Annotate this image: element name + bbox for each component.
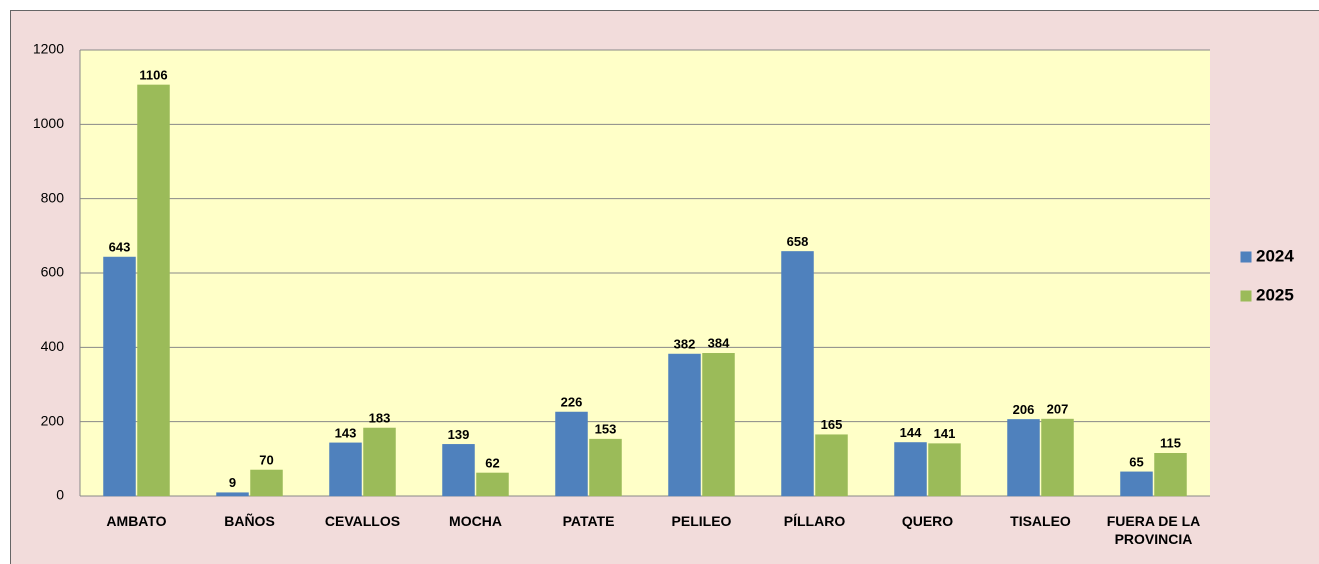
bar	[137, 84, 170, 497]
data-label: 165	[821, 417, 843, 432]
bar	[894, 442, 927, 497]
bar	[250, 469, 283, 497]
data-label: 226	[561, 394, 583, 409]
y-tick-label: 800	[41, 189, 65, 205]
data-label: 70	[259, 452, 273, 467]
data-label: 115	[1160, 436, 1181, 451]
data-label: 153	[595, 422, 617, 437]
bar	[216, 492, 249, 497]
x-tick-label: TISALEO	[1010, 513, 1071, 529]
data-label: 183	[369, 410, 391, 425]
y-tick-label: 200	[41, 412, 65, 428]
bar	[1120, 471, 1153, 497]
y-tick-label: 0	[56, 487, 64, 503]
data-label: 384	[708, 336, 730, 351]
data-label: 65	[1129, 454, 1143, 469]
bar	[555, 411, 588, 497]
data-label: 62	[485, 455, 499, 470]
bar	[103, 256, 136, 497]
data-label: 144	[900, 425, 922, 440]
data-label: 1106	[139, 67, 167, 82]
bar	[329, 442, 362, 497]
x-tick-label: CEVALLOS	[324, 513, 401, 529]
bar	[815, 434, 848, 497]
bar	[668, 353, 701, 497]
bar	[702, 353, 735, 497]
y-tick-label: 600	[41, 264, 65, 280]
data-label: 382	[674, 336, 696, 351]
data-label: 139	[448, 427, 470, 442]
data-label: 206	[1013, 402, 1035, 417]
legend-swatch	[1240, 290, 1252, 302]
data-label: 9	[229, 475, 236, 490]
data-label: 143	[335, 425, 357, 440]
data-label: 658	[787, 234, 809, 249]
data-label: 207	[1047, 402, 1069, 417]
x-tick-label: FUERA DE LA PROVINCIA	[1106, 513, 1201, 547]
x-tick-label: BAÑOS	[224, 513, 275, 529]
bar	[781, 251, 814, 497]
x-tick-label: MOCHA	[449, 513, 502, 529]
x-tick-label: QUERO	[901, 513, 954, 529]
y-tick-label: 400	[41, 338, 65, 354]
bar	[363, 427, 396, 497]
legend-swatch	[1240, 251, 1252, 263]
x-tick-label: PÍLLARO	[783, 513, 846, 529]
legend-label: 2024	[1256, 246, 1294, 265]
legend-label: 2025	[1256, 285, 1294, 304]
data-label: 141	[934, 426, 956, 441]
bar	[1154, 453, 1187, 497]
x-tick-label: AMBATO	[106, 513, 167, 529]
bar	[1041, 418, 1074, 497]
bar	[476, 472, 509, 497]
x-tick-label: PELILEO	[671, 513, 732, 529]
x-tick-label: PATATE	[562, 513, 615, 529]
bar	[442, 444, 475, 497]
data-label: 643	[109, 239, 131, 254]
bar	[589, 438, 622, 497]
bar	[1007, 419, 1040, 497]
y-tick-label: 1200	[33, 41, 64, 57]
bar	[928, 443, 961, 497]
y-tick-label: 1000	[33, 115, 64, 131]
